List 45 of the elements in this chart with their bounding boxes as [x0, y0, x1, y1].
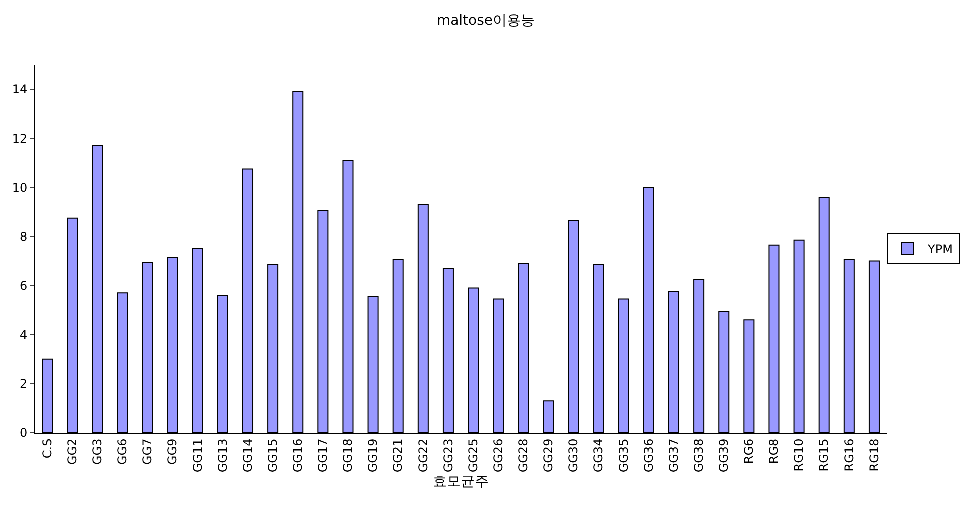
y-tick-label: 10	[12, 180, 28, 195]
x-tick-label: GG11	[190, 438, 205, 473]
y-tick-label: 0	[20, 426, 28, 440]
x-tick-label: GG21	[391, 438, 406, 473]
x-tick-label: GG3	[90, 438, 105, 466]
x-tick-label: GG39	[717, 438, 732, 473]
y-tick-label: 8	[20, 230, 28, 244]
x-tick-label: GG34	[592, 438, 606, 473]
x-tick-label: GG25	[466, 438, 480, 473]
y-tick-label: 12	[12, 132, 28, 146]
x-tick-label: RG6	[742, 438, 756, 464]
x-axis-title: 효모균주	[433, 474, 489, 490]
x-tick-label: GG17	[316, 438, 330, 473]
x-tick-label: GG19	[366, 438, 380, 473]
x-tick-label: GG37	[666, 438, 681, 473]
x-tick-label: GG36	[642, 438, 656, 473]
x-tick-label: GG13	[216, 438, 230, 473]
y-tick-label: 2	[20, 377, 28, 392]
x-tick-label: RG16	[842, 438, 856, 472]
x-tick-label: GG26	[491, 438, 506, 473]
x-tick-label: GG18	[341, 438, 356, 473]
x-tick-label: GG14	[240, 438, 255, 473]
x-tick-label: GG35	[616, 438, 631, 473]
legend-label: YPM	[927, 242, 953, 257]
x-tick-label: GG2	[65, 438, 80, 466]
x-tick-label: GG38	[692, 438, 706, 473]
x-tick-label: RG10	[792, 438, 806, 472]
x-tick-label: GG29	[542, 438, 556, 473]
x-tick-label: GG23	[441, 438, 456, 473]
x-tick-label: RG8	[767, 438, 782, 464]
x-tick-label: GG16	[291, 438, 306, 473]
x-tick-label: GG28	[516, 438, 531, 473]
x-tick-label: GG9	[166, 438, 180, 466]
x-tick-label: RG15	[817, 438, 832, 472]
chart-title: maltose이용능	[436, 13, 536, 30]
x-tick-label: GG15	[266, 438, 280, 473]
x-tick-label: GG22	[416, 438, 430, 473]
x-tick-label: C.S	[40, 438, 54, 459]
y-tick-label: 4	[20, 328, 28, 342]
y-tick-label: 14	[12, 82, 28, 97]
y-tick-label: 6	[20, 279, 28, 293]
x-tick-label: RG18	[867, 438, 882, 472]
x-tick-label: GG6	[116, 438, 130, 466]
x-tick-label: GG7	[140, 438, 155, 466]
x-tick-label: GG30	[566, 438, 581, 473]
